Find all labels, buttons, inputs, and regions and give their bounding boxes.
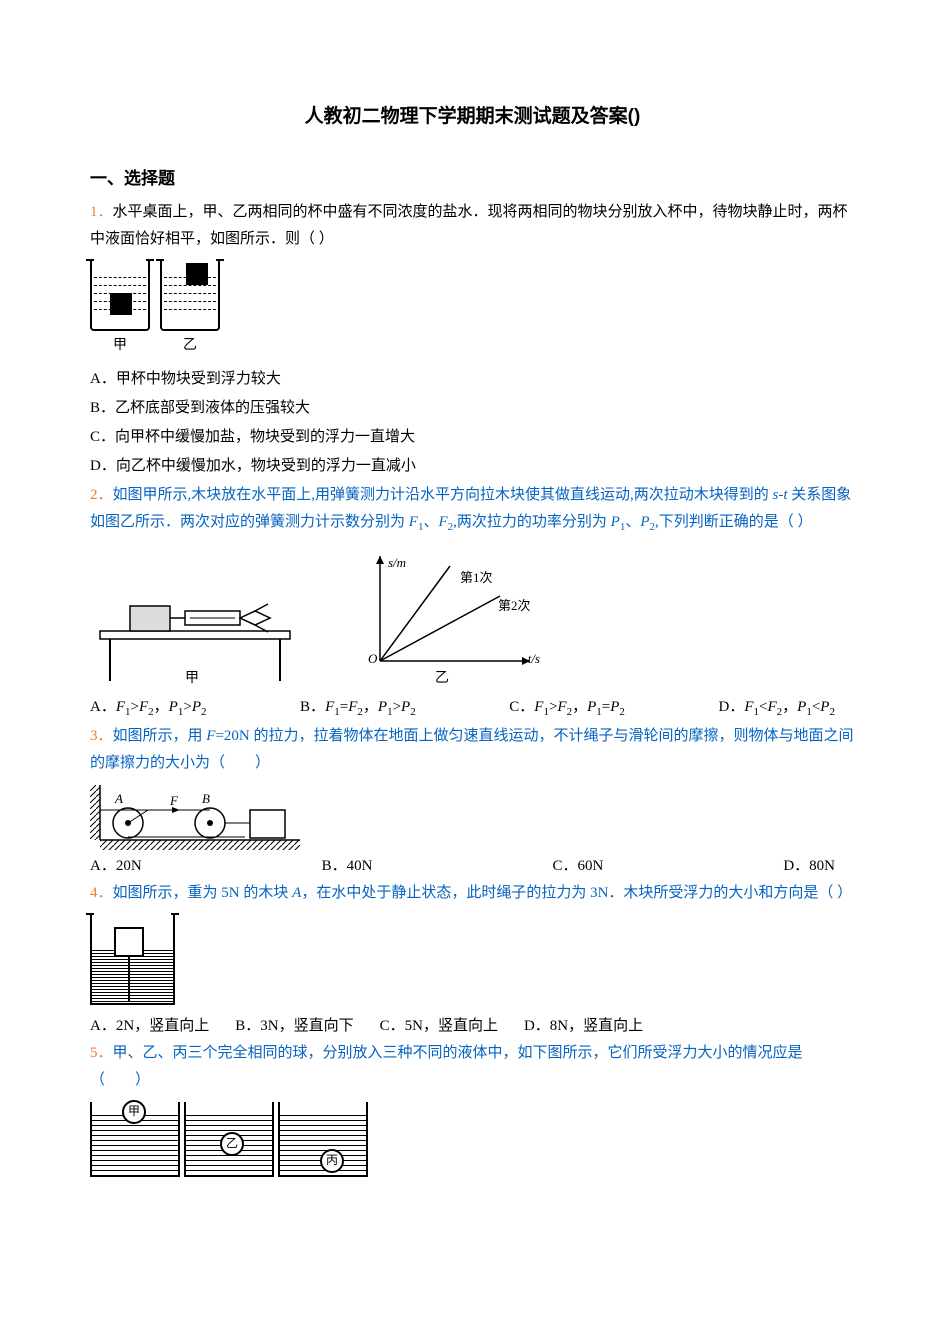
q4-blocka: A xyxy=(292,885,301,901)
axis-t-label: t/s xyxy=(528,647,540,670)
q2-figure: 甲 s/m 第1次 第2次 O t/s 乙 xyxy=(90,546,855,686)
q3-choice-c: C．60N xyxy=(552,853,603,880)
q1-number: 1． xyxy=(90,204,113,220)
q4-text-3: ，在水中处于静止状态，此时绳子的拉力为 xyxy=(301,885,590,901)
spring-setup-icon xyxy=(90,556,310,686)
origin-label: O xyxy=(368,647,377,670)
beaker-yi xyxy=(160,261,220,331)
rope xyxy=(128,957,130,1001)
q2-p1: P xyxy=(611,514,620,530)
q3-figure: A F B xyxy=(90,785,290,845)
page-title: 人教初二物理下学期期末测试题及答案() xyxy=(90,100,855,134)
q2-sep1: 、 xyxy=(423,514,438,530)
q2-choice-c: C．F1>F2，P1=P2 xyxy=(509,694,625,723)
container-3: 丙 xyxy=(278,1102,368,1177)
q4-text-1: 如图所示，重为 xyxy=(113,885,222,901)
beaker-jia xyxy=(90,261,150,331)
q1-text: 水平桌面上，甲、乙两相同的杯中盛有不同浓度的盐水．现将两相同的物块分别放入杯中，… xyxy=(90,204,848,247)
beaker-label-yi: 乙 xyxy=(160,333,220,358)
q1-choice-c: C．向甲杯中缓慢加盐，物块受到的浮力一直增大 xyxy=(90,424,855,451)
svg-text:A: A xyxy=(114,791,123,806)
q4-figure xyxy=(90,915,175,1005)
q5-figure: 甲 乙 丙 xyxy=(90,1102,855,1177)
axis-s-label: s/m xyxy=(388,551,406,574)
q2-choice-b: B．F1=F2，P1>P2 xyxy=(300,694,416,723)
q2-choice-d: D．F1<F2，P1<P2 xyxy=(718,694,834,723)
q4-number: 4． xyxy=(90,885,113,901)
section-header: 一、选择题 xyxy=(90,164,855,195)
q2-choice-a: A．F1>F2，P1>P2 xyxy=(90,694,206,723)
q2-choices: A．F1>F2，P1>P2 B．F1=F2，P1>P2 C．F1>F2，P1=P… xyxy=(90,694,855,723)
container-1: 甲 xyxy=(90,1102,180,1177)
q4-choice-d: D．8N，竖直向上 xyxy=(524,1013,643,1040)
q1-choice-b: B．乙杯底部受到液体的压强较大 xyxy=(90,395,855,422)
q4-choice-c: C．5N，竖直向上 xyxy=(380,1013,498,1040)
q4-choices: A．2N，竖直向上 B．3N，竖直向下 C．5N，竖直向上 D．8N，竖直向上 xyxy=(90,1013,855,1040)
block-sunk xyxy=(110,293,132,315)
ball-jia: 甲 xyxy=(122,1100,146,1124)
q4-text-2: 的木块 xyxy=(240,885,293,901)
svg-text:B: B xyxy=(202,791,210,806)
q2-f1: F xyxy=(409,514,418,530)
q3-choices: A．20N B．40N C．60N D．80N xyxy=(90,853,855,880)
q2-text-1: 如图甲所示,木块放在水平面上,用弹簧测力计沿水平方向拉木块使其做直线运动,两次拉… xyxy=(113,487,773,503)
q4-choice-a: A．2N，竖直向上 xyxy=(90,1013,209,1040)
beaker-label-jia: 甲 xyxy=(90,333,150,358)
question-1: 1．水平桌面上，甲、乙两相同的杯中盛有不同浓度的盐水．现将两相同的物块分别放入杯… xyxy=(90,199,855,253)
q4-choice-b: B．3N，竖直向下 xyxy=(235,1013,353,1040)
q4-3n: 3N xyxy=(590,885,608,901)
q2-fig-label-b: 乙 xyxy=(435,666,449,691)
question-4: 4．如图所示，重为 5N 的木块 A，在水中处于静止状态，此时绳子的拉力为 3N… xyxy=(90,880,855,907)
graph-line1-label: 第1次 xyxy=(460,566,493,589)
q3-choice-a: A．20N xyxy=(90,853,142,880)
q2-text-4: ,下列判断正确的是（ ） xyxy=(655,514,813,530)
ball-yi: 乙 xyxy=(220,1132,244,1156)
q2-st: s-t xyxy=(773,487,788,503)
q4-5n: 5N xyxy=(221,885,239,901)
svg-text:F: F xyxy=(169,793,179,808)
q5-number: 5． xyxy=(90,1045,113,1061)
q3-text-1: 如图所示，用 xyxy=(113,728,207,744)
q2-fig-label-a: 甲 xyxy=(185,666,199,691)
graph-line2-label: 第2次 xyxy=(498,594,531,617)
block-float xyxy=(186,263,208,285)
q1-choices: A．甲杯中物块受到浮力较大 B．乙杯底部受到液体的压强较大 C．向甲杯中缓慢加盐… xyxy=(90,366,855,480)
q5-text: 甲、乙、丙三个完全相同的球，分别放入三种不同的液体中，如下图所示，它们所受浮力大… xyxy=(90,1045,803,1088)
ball-bing: 丙 xyxy=(320,1149,344,1173)
q3-choice-d: D．80N xyxy=(783,853,835,880)
q2-text-3: ,两次拉力的功率分别为 xyxy=(453,514,611,530)
q1-choice-d: D．向乙杯中缓慢加水，物块受到的浮力一直减小 xyxy=(90,453,855,480)
q2-f2: F xyxy=(438,514,447,530)
q2-sep2: 、 xyxy=(625,514,640,530)
white-block xyxy=(114,927,144,957)
q3-number: 3． xyxy=(90,728,113,744)
q2-number: 2． xyxy=(90,487,113,503)
q3-choice-b: B．40N xyxy=(322,853,373,880)
q4-text-4: ．木块所受浮力的大小和方向是（ ） xyxy=(608,885,852,901)
question-3: 3．如图所示，用 F=20N 的拉力，拉着物体在地面上做匀速直线运动，不计绳子与… xyxy=(90,723,855,777)
question-2: 2．如图甲所示,木块放在水平面上,用弹簧测力计沿水平方向拉木块使其做直线运动,两… xyxy=(90,482,855,538)
q1-figure: 甲 乙 xyxy=(90,261,855,358)
q1-choice-a: A．甲杯中物块受到浮力较大 xyxy=(90,366,855,393)
container-2: 乙 xyxy=(184,1102,274,1177)
q2-p2: P xyxy=(640,514,649,530)
question-5: 5．甲、乙、丙三个完全相同的球，分别放入三种不同的液体中，如下图所示，它们所受浮… xyxy=(90,1040,855,1094)
